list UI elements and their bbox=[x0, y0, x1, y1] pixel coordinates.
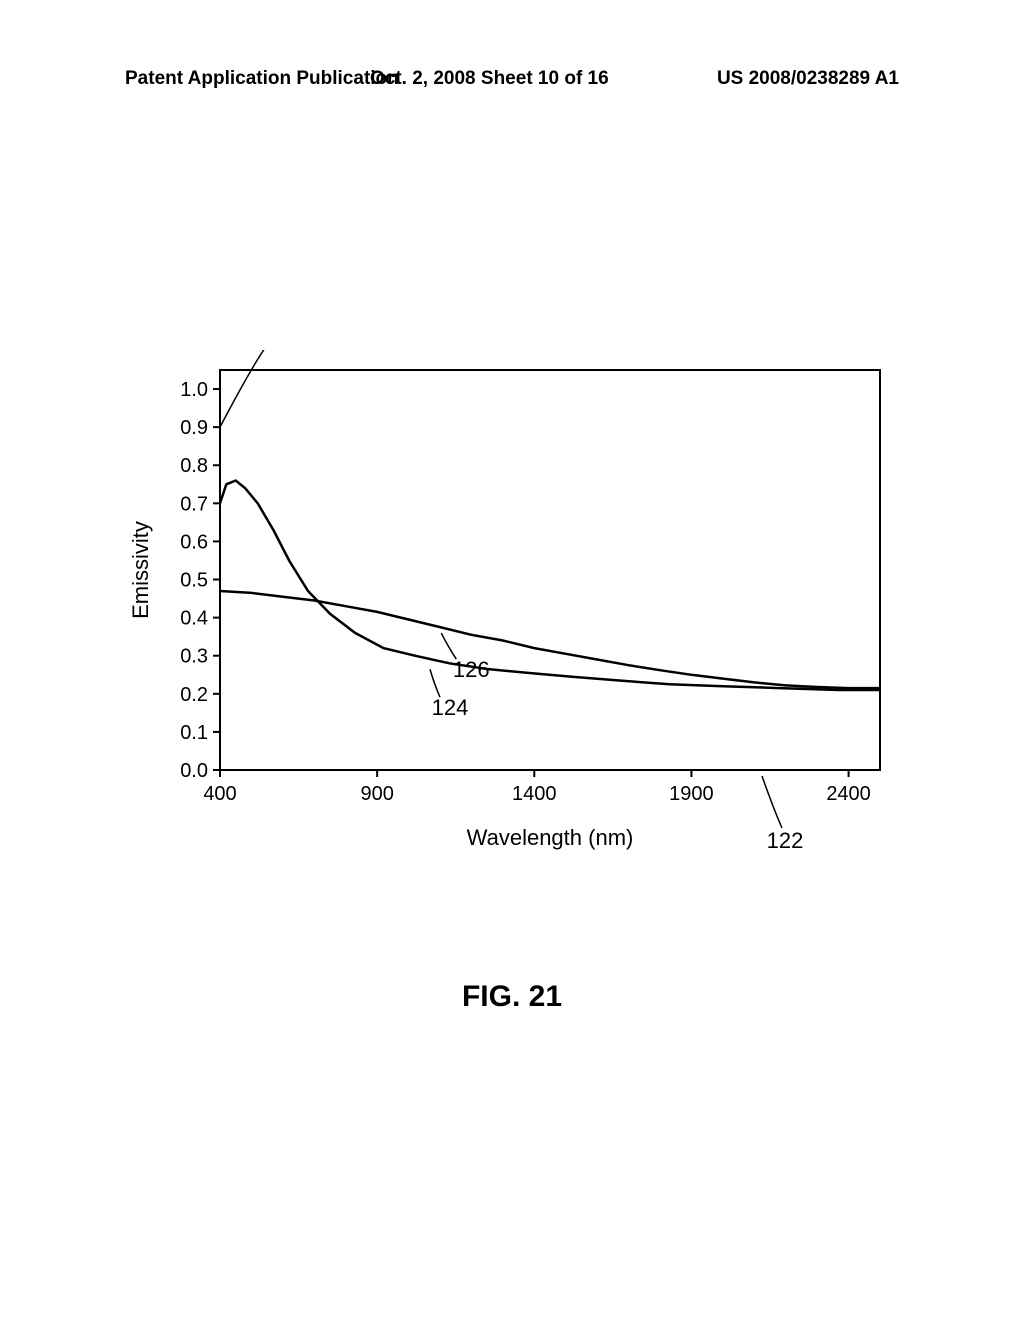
chart-svg: 0.0 0.1 0.2 0.3 0.4 0.5 0.6 0.7 0.8 0.9 1.0 400 900 1… bbox=[120, 350, 900, 900]
header-left: Patent Application Publication bbox=[125, 68, 399, 90]
svg-text:0.5: 0.5 bbox=[180, 570, 208, 592]
svg-text:1900: 1900 bbox=[669, 783, 714, 805]
svg-text:0.0: 0.0 bbox=[180, 760, 208, 782]
svg-text:126: 126 bbox=[453, 657, 490, 682]
svg-text:0.3: 0.3 bbox=[180, 646, 208, 668]
svg-text:1.0: 1.0 bbox=[180, 379, 208, 401]
svg-text:122: 122 bbox=[767, 828, 804, 853]
svg-text:0.9: 0.9 bbox=[180, 417, 208, 439]
svg-text:0.2: 0.2 bbox=[180, 684, 208, 706]
svg-text:124: 124 bbox=[432, 695, 469, 720]
svg-text:0.7: 0.7 bbox=[180, 493, 208, 515]
svg-text:Emissivity: Emissivity bbox=[128, 521, 153, 619]
svg-text:Wavelength (nm): Wavelength (nm) bbox=[467, 825, 634, 850]
svg-text:2400: 2400 bbox=[826, 783, 871, 805]
header-right: US 2008/0238289 A1 bbox=[717, 68, 899, 90]
figure-caption: FIG. 21 bbox=[0, 980, 1024, 1014]
svg-text:1400: 1400 bbox=[512, 783, 557, 805]
header-center: Oct. 2, 2008 Sheet 10 of 16 bbox=[370, 68, 609, 90]
patent-header: Patent Application Publication Oct. 2, 2… bbox=[0, 68, 1024, 90]
svg-text:0.4: 0.4 bbox=[180, 608, 208, 630]
emissivity-chart: 0.0 0.1 0.2 0.3 0.4 0.5 0.6 0.7 0.8 0.9 1.0 400 900 1… bbox=[120, 350, 900, 900]
svg-text:900: 900 bbox=[360, 783, 393, 805]
svg-text:0.6: 0.6 bbox=[180, 531, 208, 553]
svg-text:400: 400 bbox=[203, 783, 236, 805]
svg-text:0.8: 0.8 bbox=[180, 455, 208, 477]
svg-text:0.1: 0.1 bbox=[180, 722, 208, 744]
